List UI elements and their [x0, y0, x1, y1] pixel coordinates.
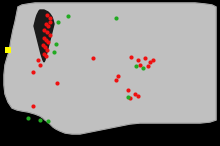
Polygon shape: [34, 10, 54, 62]
Polygon shape: [4, 3, 216, 134]
